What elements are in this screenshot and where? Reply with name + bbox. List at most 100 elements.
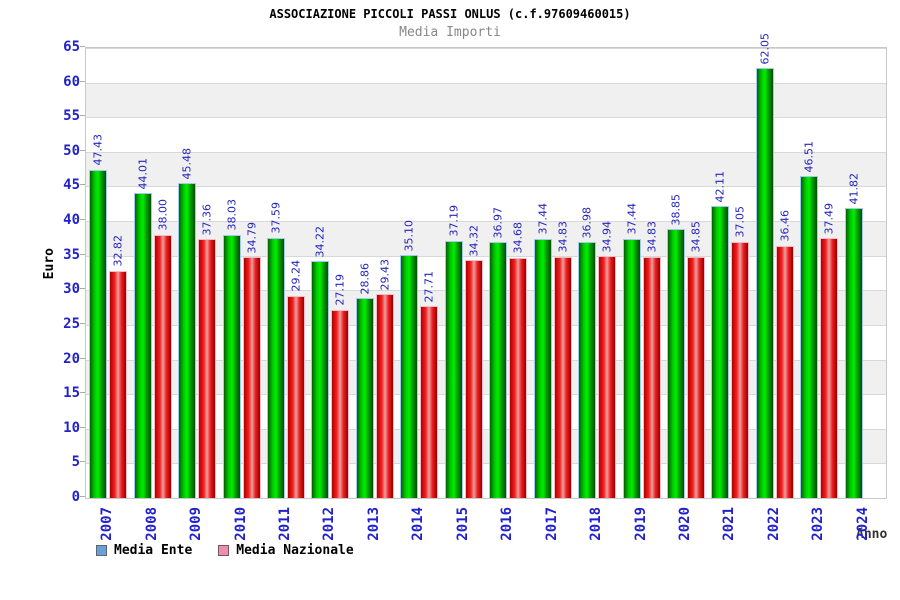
bar-value-label-media-nazionale-2023: 37.49 <box>822 202 836 235</box>
bar-media-ente-2017: 37.44 <box>533 203 552 498</box>
bar-value-label-media-nazionale-2022: 36.46 <box>778 210 792 242</box>
y-tick-mark <box>80 149 85 151</box>
bar-value-label-media-ente-2011: 37.59 <box>269 202 283 234</box>
x-tick-label-text-2007: 2007 <box>99 507 116 541</box>
x-tick-label-text-2022: 2022 <box>765 507 782 541</box>
x-tick-label-2024: 2024 <box>841 507 885 541</box>
x-tick-label-2016: 2016 <box>485 507 529 541</box>
bar-value-label-media-ente-2016: 36.97 <box>491 206 505 239</box>
bar-value-label-media-ente-2023: 46.51 <box>802 140 816 173</box>
bar-group-2015: 37.19 34.32 <box>442 205 486 498</box>
y-tick-label: 30 <box>63 281 80 298</box>
x-tick-label-2008: 2008 <box>129 507 173 541</box>
bar-value-label-media-nazionale-2014: 27.71 <box>422 270 436 303</box>
y-tick-mark <box>80 426 85 428</box>
bar-value-label-media-ente-2019: 37.44 <box>625 203 639 235</box>
x-tick-label-text-2020: 2020 <box>676 507 693 541</box>
plot-band <box>86 359 886 395</box>
y-tick-label: 55 <box>63 108 80 125</box>
x-tick-label-text-2019: 2019 <box>632 507 649 541</box>
x-tick-label-text-2016: 2016 <box>499 507 516 541</box>
bar-media-nazionale-2015: 34.32 <box>464 225 483 498</box>
plot-band <box>86 221 886 256</box>
bar-value-label-media-nazionale-2009: 37.36 <box>200 203 214 236</box>
y-tick-mark <box>80 357 85 359</box>
x-tick-label-text-2015: 2015 <box>454 507 471 541</box>
y-tick-label: 0 <box>71 489 80 505</box>
bar-group-2016: 36.97 34.68 <box>486 207 530 498</box>
bar-group-2019: 37.44 34.83 <box>619 203 663 498</box>
bar-value-label-media-ente-2012: 34.22 <box>313 225 327 258</box>
bar-group-2018: 36.98 34.94 <box>575 207 619 498</box>
bar-value-label-media-ente-2022: 62.05 <box>758 32 772 65</box>
plot-band <box>86 82 886 118</box>
x-tick-label-2018: 2018 <box>574 507 618 541</box>
chart-subtitle: Media Importi <box>399 25 501 40</box>
x-tick-label-2015: 2015 <box>441 507 485 541</box>
legend: Media Ente Media Nazionale <box>96 543 354 558</box>
y-tick-mark <box>80 288 85 290</box>
bar-media-ente-2023: 46.51 <box>800 141 819 498</box>
bar-media-ente-2010: 38.03 <box>222 199 241 498</box>
x-tick-label-2013: 2013 <box>352 507 396 541</box>
bar-media-ente-2008: 44.01 <box>133 158 152 498</box>
bar-media-ente-2019: 37.44 <box>622 203 641 498</box>
x-tick-label-2023: 2023 <box>796 507 840 541</box>
bar-group-2023: 46.51 37.49 <box>797 141 841 498</box>
y-tick-mark <box>80 322 85 324</box>
bar-media-ente-2011: 37.59 <box>266 202 285 498</box>
bar-media-ente-2007: 47.43 <box>89 134 108 498</box>
bar-value-label-media-ente-2020: 38.85 <box>669 193 683 226</box>
bar-value-label-media-nazionale-2012: 27.19 <box>333 274 347 306</box>
gridline <box>86 186 886 188</box>
bar-group-2017: 37.44 34.83 <box>530 203 574 498</box>
bar-media-nazionale-2008: 38.00 <box>153 199 172 498</box>
bar-media-ente-2024: 41.82 <box>844 173 863 498</box>
x-tick-label-text-2018: 2018 <box>588 507 605 541</box>
bar-group-2013: 28.86 29.43 <box>353 259 397 498</box>
y-tick-label: 50 <box>63 142 80 159</box>
bar-group-2012: 34.22 27.19 <box>308 226 352 498</box>
bar-group-2011: 37.59 29.24 <box>264 202 308 498</box>
x-tick-label-2021: 2021 <box>707 507 751 541</box>
bar-value-label-media-ente-2009: 45.48 <box>180 147 194 180</box>
bar-value-label-media-ente-2014: 35.10 <box>402 219 416 252</box>
y-tick-label: 15 <box>63 385 80 402</box>
y-tick-mark <box>80 115 85 117</box>
x-tick-label-text-2017: 2017 <box>543 507 560 541</box>
x-tick-label-2019: 2019 <box>618 507 662 541</box>
legend-label-media-ente: Media Ente <box>114 543 193 558</box>
y-tick-mark <box>80 80 85 82</box>
bar-media-ente-2018: 36.98 <box>578 207 597 498</box>
bar-media-nazionale-2011: 29.24 <box>286 260 305 498</box>
y-tick-label: 45 <box>63 177 80 194</box>
bar-group-2014: 35.10 27.71 <box>397 220 441 498</box>
bar-media-nazionale-2013: 29.43 <box>375 259 394 498</box>
gridline <box>86 290 886 292</box>
x-tick-label-2020: 2020 <box>663 507 707 541</box>
bar-media-nazionale-2007: 32.82 <box>109 235 128 498</box>
y-tick-label: 5 <box>71 454 80 471</box>
x-tick-label-text-2013: 2013 <box>365 507 382 541</box>
bar-value-label-media-nazionale-2019: 34.83 <box>645 221 659 253</box>
x-tick-label-2014: 2014 <box>396 507 440 541</box>
gridline <box>86 463 886 465</box>
bar-media-nazionale-2016: 34.68 <box>509 222 528 498</box>
y-tick-label: 40 <box>63 212 80 229</box>
y-tick-label: 65 <box>63 39 80 55</box>
y-tick-mark <box>80 253 85 255</box>
y-tick-mark <box>80 461 85 463</box>
bar-media-nazionale-2017: 34.83 <box>553 221 572 498</box>
y-tick-mark <box>80 46 85 47</box>
bar-value-label-media-nazionale-2015: 34.32 <box>467 224 481 257</box>
bar-value-label-media-nazionale-2020: 34.85 <box>689 221 703 253</box>
y-tick-label: 10 <box>63 419 80 436</box>
bar-media-ente-2012: 34.22 <box>311 226 330 498</box>
gridline <box>86 221 886 223</box>
gridline <box>86 428 886 430</box>
x-tick-label-2007: 2007 <box>85 507 129 541</box>
bar-value-label-media-nazionale-2008: 38.00 <box>156 199 170 231</box>
gridline <box>86 151 886 153</box>
y-tick-label: 35 <box>63 246 80 263</box>
bar-media-ente-2013: 28.86 <box>355 263 374 498</box>
